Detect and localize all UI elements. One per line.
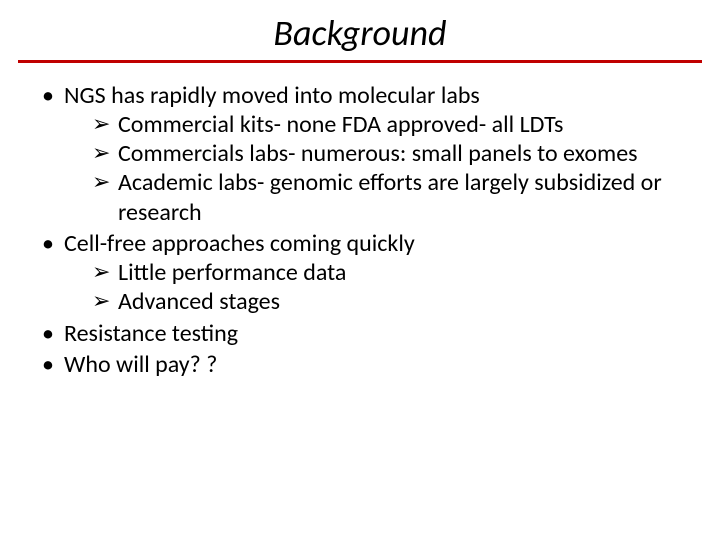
- slide-title: Background: [273, 14, 446, 54]
- sub-item: Little performance data: [92, 258, 680, 287]
- sub-item: Commercials labs- numerous: small panels…: [92, 139, 680, 168]
- bullet-text: Resistance testing: [64, 319, 238, 348]
- list-item: NGS has rapidly moved into molecular lab…: [40, 81, 680, 227]
- sub-text: Little performance data: [118, 258, 346, 287]
- bullet-text: Who will pay? ?: [64, 350, 217, 379]
- sub-item: Advanced stages: [92, 287, 680, 316]
- sub-list: Little performance data Advanced stages: [64, 258, 680, 317]
- title-wrap: Background: [0, 0, 720, 54]
- sub-text: Commercial kits- none FDA approved- all …: [118, 110, 563, 139]
- list-item: Who will pay? ?: [40, 350, 680, 379]
- slide-body: NGS has rapidly moved into molecular lab…: [0, 63, 720, 380]
- slide: Background NGS has rapidly moved into mo…: [0, 0, 720, 540]
- sub-text: Commercials labs- numerous: small panels…: [118, 139, 638, 168]
- bullet-list: NGS has rapidly moved into molecular lab…: [40, 81, 680, 380]
- sub-text: Advanced stages: [118, 287, 280, 316]
- list-item: Resistance testing: [40, 319, 680, 348]
- bullet-text: NGS has rapidly moved into molecular lab…: [64, 81, 480, 110]
- sub-list: Commercial kits- none FDA approved- all …: [64, 110, 680, 227]
- sub-text: Academic labs- genomic efforts are large…: [118, 168, 662, 226]
- sub-item: Academic labs- genomic efforts are large…: [92, 168, 680, 227]
- bullet-text: Cell-free approaches coming quickly: [64, 229, 415, 258]
- sub-item: Commercial kits- none FDA approved- all …: [92, 110, 680, 139]
- list-item: Cell-free approaches coming quickly Litt…: [40, 229, 680, 317]
